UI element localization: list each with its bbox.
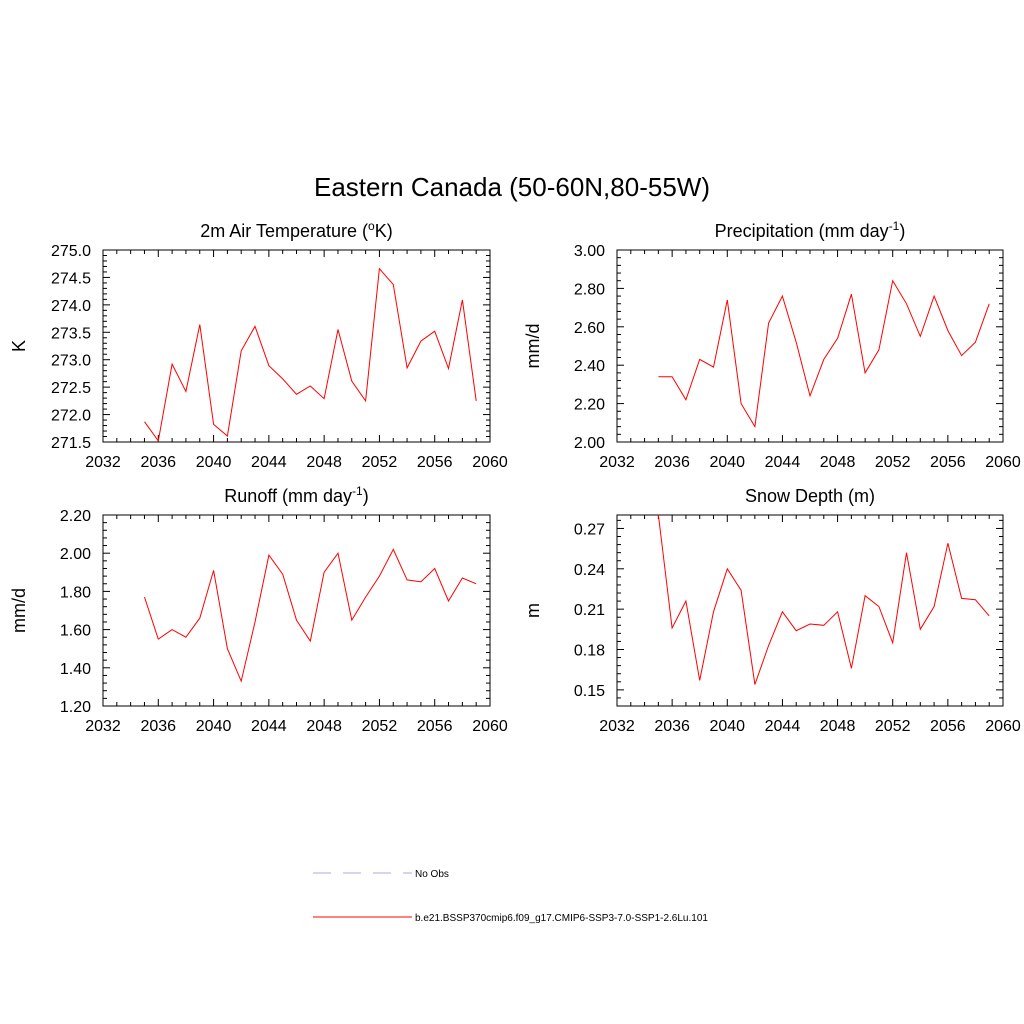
y-tick-label: 0.27 (574, 521, 605, 538)
x-tick-label: 2060 (985, 454, 1021, 471)
y-axis-label: mm/d (523, 324, 543, 369)
panel-title: 2m Air Temperature (oK) (200, 219, 392, 241)
plot-frame (616, 249, 1004, 443)
y-tick-label: 0.15 (574, 683, 605, 700)
panel-title-text: Runoff (mm day (224, 486, 352, 506)
y-tick-label: 2.20 (574, 397, 605, 414)
x-tick-label: 2040 (709, 718, 745, 735)
panel-title-superscript: o (368, 219, 375, 233)
x-tick-label: 2060 (472, 718, 508, 735)
x-tick-label: 2052 (875, 454, 911, 471)
series-line-snow-depth (657, 514, 990, 685)
x-tick-label: 2036 (654, 454, 690, 471)
x-tick-label: 2044 (251, 454, 287, 471)
panel-snow-depth: Snow Depth (m) m 2032 2036 2040 2044 2048 2052 2… (523, 486, 1021, 735)
legend-label-no-obs: No Obs (415, 869, 449, 880)
series-line-runoff (144, 548, 477, 683)
x-tick-label: 2032 (85, 718, 121, 735)
y-tick-label: 2.60 (574, 320, 605, 337)
y-tick-label: 2.40 (574, 358, 605, 375)
x-tick-label: 2060 (985, 718, 1021, 735)
figure-title: Eastern Canada (50-60N,80-55W) (314, 172, 710, 202)
x-tick-label: 2056 (930, 454, 966, 471)
x-tick-label: 2044 (765, 718, 801, 735)
x-tick-label: 2060 (472, 454, 508, 471)
y-tick-label: 0.24 (574, 562, 605, 579)
panel-title-tail: ) (363, 486, 369, 506)
x-tick-label: 2032 (599, 718, 635, 735)
panel-air-temperature: 2m Air Temperature (oK) K 2032 2036 2040 2044… (9, 219, 508, 471)
plot-frame (102, 249, 491, 443)
plot-frame (616, 514, 1004, 707)
y-tick-label: 1.80 (60, 584, 91, 601)
panel-title-tail: ) (899, 221, 905, 241)
x-tick-label: 2048 (306, 454, 342, 471)
y-tick-label: 272.0 (51, 408, 91, 425)
x-tick-label: 2052 (362, 718, 398, 735)
y-axis-label: mm/d (9, 588, 29, 633)
x-tick-label: 2040 (709, 454, 745, 471)
y-tick-label: 2.00 (574, 435, 605, 452)
y-tick-label: 2.80 (574, 281, 605, 298)
x-tick-label: 2040 (196, 718, 232, 735)
legend: No Obs b.e21.BSSP370cmip6.f09_g17.CMIP6-… (313, 869, 708, 924)
y-axis-label: K (9, 340, 29, 352)
y-tick-label: 272.5 (51, 380, 91, 397)
x-tick-label: 2036 (140, 718, 176, 735)
y-tick-label: 273.5 (51, 325, 91, 342)
x-tick-label: 2032 (599, 454, 635, 471)
x-tick-label: 2036 (140, 454, 176, 471)
y-tick-label: 1.60 (60, 623, 91, 640)
y-tick-label: 1.20 (60, 699, 91, 716)
y-tick-label: 271.5 (51, 435, 91, 452)
x-tick-label: 2048 (820, 454, 856, 471)
x-tick-label: 2048 (820, 718, 856, 735)
panel-runoff: Runoff (mm day-1) mm/d 2032 2036 2040 2044 204… (9, 484, 508, 735)
y-tick-label: 3.00 (574, 243, 605, 260)
y-tick-label: 2.20 (60, 508, 91, 525)
panel-precipitation: Precipitation (mm day-1) mm/d 2032 2036 2040… (523, 219, 1021, 471)
panel-title: Precipitation (mm day-1) (715, 219, 906, 241)
x-tick-label: 2040 (196, 454, 232, 471)
x-tick-label: 2032 (85, 454, 121, 471)
series-line-precipitation (658, 279, 990, 429)
x-tick-label: 2036 (654, 718, 690, 735)
x-tick-label: 2052 (362, 454, 398, 471)
y-tick-label: 273.0 (51, 353, 91, 370)
x-tick-label: 2056 (417, 718, 453, 735)
y-tick-label: 274.0 (51, 298, 91, 315)
x-tick-label: 2044 (251, 718, 287, 735)
panel-title-superscript: -1 (889, 219, 900, 233)
panel-title: Snow Depth (m) (745, 486, 875, 506)
y-tick-label: 2.00 (60, 546, 91, 563)
x-tick-label: 2056 (417, 454, 453, 471)
y-axis-label: m (523, 603, 543, 618)
plot-frame (102, 514, 491, 707)
x-tick-label: 2048 (306, 718, 342, 735)
x-tick-label: 2044 (765, 454, 801, 471)
series-line-air-temperature (144, 267, 477, 443)
panel-title-tail: K) (375, 221, 393, 241)
x-tick-label: 2052 (875, 718, 911, 735)
x-tick-label: 2056 (930, 718, 966, 735)
y-tick-label: 275.0 (51, 243, 91, 260)
y-tick-label: 0.21 (574, 602, 605, 619)
panel-title: Runoff (mm day-1) (224, 484, 368, 506)
panel-title-text: Snow Depth (m) (745, 486, 875, 506)
panel-title-text: Precipitation (mm day (715, 221, 889, 241)
panel-title-text: 2m Air Temperature ( (200, 221, 368, 241)
y-tick-label: 0.18 (574, 643, 605, 660)
y-tick-label: 274.5 (51, 270, 91, 287)
legend-label-model-run: b.e21.BSSP370cmip6.f09_g17.CMIP6-SSP3-7.… (415, 913, 708, 924)
panel-title-superscript: -1 (352, 484, 363, 498)
y-tick-label: 1.40 (60, 661, 91, 678)
